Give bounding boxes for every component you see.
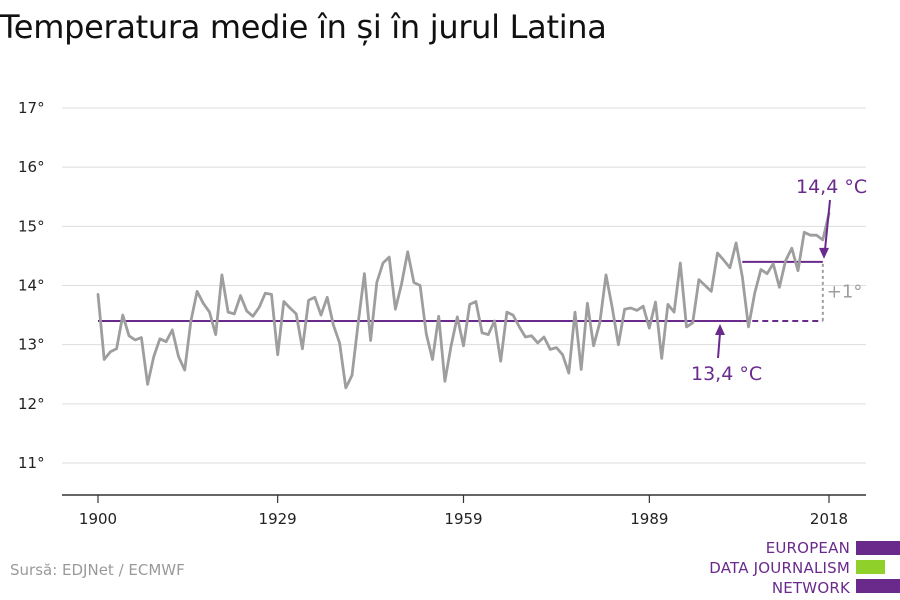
- x-tick-label-2018: 2018: [810, 510, 848, 528]
- reference-lines: [98, 260, 823, 322]
- logo-bar-top: [856, 541, 900, 555]
- y-tick-label-17: 17°: [18, 99, 45, 117]
- high-arrow-head: [819, 247, 829, 259]
- logo-line-data-journalism: DATA JOURNALISM: [709, 559, 850, 577]
- y-tick-label-15: 15°: [18, 217, 45, 235]
- gridlines: [62, 107, 866, 464]
- logo-bar-bottom: [856, 579, 900, 593]
- y-tick-label-16: 16°: [18, 158, 45, 176]
- y-axis-tick-labels: 11° 12° 13° 14° 15° 16° 17°: [18, 99, 45, 472]
- x-tick-label-1929: 1929: [259, 510, 297, 528]
- low-arrow-shaft: [717, 332, 721, 359]
- logo-bar-middle: [856, 560, 885, 574]
- low-label: 13,4 °C: [691, 363, 762, 385]
- temperature-line-chart: 11° 12° 13° 14° 15° 16° 17° 1900 1929 1959 1989 20…: [18, 99, 867, 528]
- logo-line-european: EUROPEAN: [765, 539, 850, 557]
- y-tick-label-14: 14°: [18, 277, 45, 295]
- chart-title: Temperatura medie în și în jurul Latina: [0, 8, 607, 46]
- edjnet-logo: EUROPEAN DATA JOURNALISM NETWORK: [700, 538, 900, 598]
- series-line-1: [96, 211, 831, 390]
- logo-line-network: NETWORK: [771, 579, 850, 597]
- x-tick-label-1989: 1989: [630, 510, 668, 528]
- y-tick-label-12: 12°: [18, 395, 45, 413]
- delta-label: +1°: [827, 281, 863, 302]
- annotations: +1° 13,4 °C 14,4 °C: [691, 176, 867, 385]
- series-group: [96, 211, 831, 390]
- high-arrow-shaft: [824, 199, 831, 250]
- low-arrow-head: [715, 324, 725, 335]
- x-tick-label-1900: 1900: [79, 510, 117, 528]
- y-tick-label-13: 13°: [18, 336, 45, 354]
- x-tick-label-1959: 1959: [444, 510, 482, 528]
- source-note: Sursă: EDJNet / ECMWF: [10, 561, 185, 579]
- x-axis: 1900 1929 1959 1989 2018: [62, 494, 866, 528]
- y-tick-label-11: 11°: [18, 454, 45, 472]
- high-label: 14,4 °C: [796, 176, 867, 198]
